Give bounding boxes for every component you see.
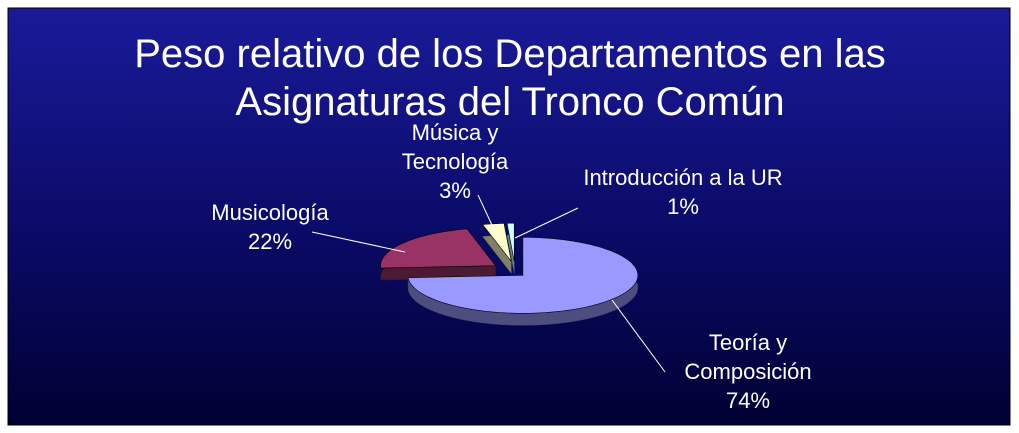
background bbox=[7, 7, 1011, 426]
slice bbox=[380, 228, 497, 269]
leader-line bbox=[311, 231, 406, 253]
category-label: Musicología bbox=[211, 200, 329, 225]
chart-title: Peso relativo de los Departamentos en la… bbox=[134, 32, 886, 124]
category-label: Teoría y Composición bbox=[684, 330, 812, 384]
data-label: Musicología 22% bbox=[190, 198, 350, 256]
pie bbox=[311, 194, 666, 373]
value-label: 3% bbox=[439, 178, 471, 203]
category-label: Introducción a la UR bbox=[583, 165, 783, 190]
slice bbox=[482, 223, 512, 262]
value-label: 1% bbox=[667, 194, 699, 219]
data-label: Música y Tecnología 3% bbox=[390, 118, 520, 205]
leader-line bbox=[611, 299, 666, 373]
data-label: Introducción a la UR 1% bbox=[583, 163, 783, 221]
data-label: Teoría y Composición 74% bbox=[663, 328, 833, 415]
value-label: 22% bbox=[247, 229, 293, 254]
category-label: Música y Tecnología bbox=[401, 120, 509, 174]
slice bbox=[407, 237, 639, 314]
leader-line bbox=[477, 194, 499, 239]
value-label: 74% bbox=[725, 388, 771, 413]
slice bbox=[506, 222, 515, 262]
leader-line bbox=[514, 207, 579, 239]
